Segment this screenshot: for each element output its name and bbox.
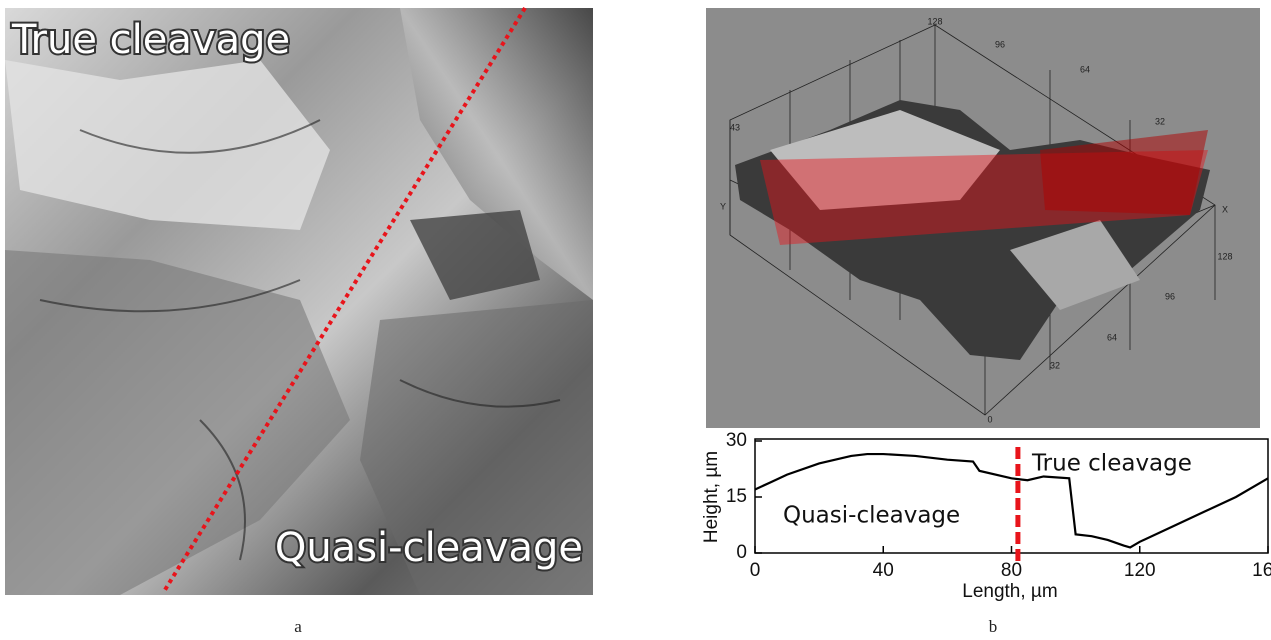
caption: b: [989, 617, 998, 636]
axis-3d-label: 0: [987, 414, 992, 424]
surface-3d: [706, 8, 1260, 428]
axis-3d-label: 32: [1050, 360, 1060, 370]
label-quasi: Quasi-cleavage: [275, 525, 583, 571]
caption: a: [294, 617, 302, 636]
annotation: Quasi-cleavage: [783, 503, 960, 529]
y-tick-label: 15: [726, 486, 747, 507]
axis-3d-label: Y: [720, 201, 726, 211]
axis-3d-label: 64: [1107, 332, 1117, 342]
axis-3d-label: 64: [1080, 64, 1090, 74]
micrograph: [5, 8, 593, 595]
axis-3d-label: 32: [1155, 116, 1165, 126]
y-tick-label: 0: [736, 542, 747, 563]
axis-3d-label: 128: [927, 16, 942, 26]
x-tick-label: 120: [1124, 560, 1156, 581]
y-axis-label: Height, µm: [701, 451, 722, 543]
x-tick-label: 0: [750, 560, 761, 581]
axis-3d-label: 96: [1165, 291, 1175, 301]
y-tick-label: 30: [726, 430, 747, 451]
x-tick-label: 80: [1001, 560, 1022, 581]
axis-3d-label: X: [1222, 204, 1228, 214]
annotation: True cleavage: [1031, 451, 1192, 477]
x-axis-label: Length, µm: [962, 581, 1057, 602]
label-true: True cleavage: [11, 17, 290, 63]
x-tick-label: 40: [873, 560, 894, 581]
axis-3d-label: 128: [1217, 251, 1232, 261]
axis-3d-label: 96: [995, 39, 1005, 49]
axis-3d-label: 43: [730, 122, 740, 132]
x-tick-label: 160: [1252, 560, 1271, 581]
figure: True cleavage Quasi-cleavage a 128 96 64 32…: [0, 0, 1271, 640]
